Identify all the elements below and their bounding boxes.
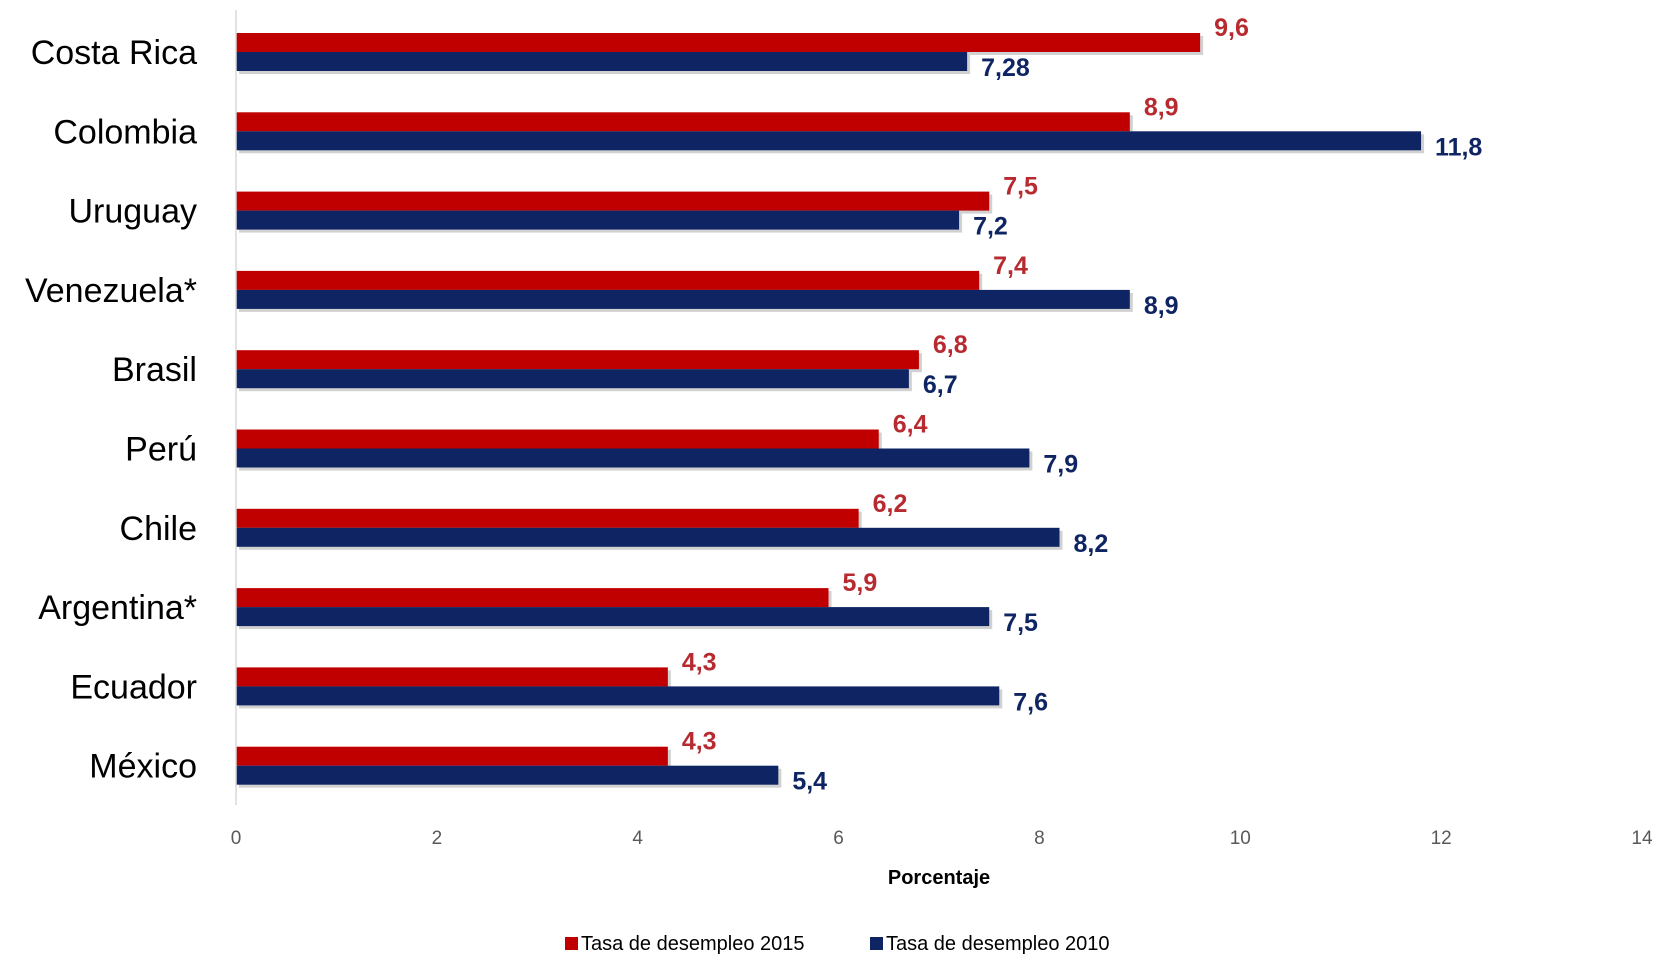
bar-2010 — [236, 448, 1030, 468]
category-label: Brasil — [112, 351, 197, 389]
data-label-2015: 5,9 — [843, 569, 878, 597]
data-label-2010: 7,9 — [1043, 451, 1078, 479]
data-label-2010: 7,5 — [1003, 609, 1038, 637]
x-tick-label: 8 — [1034, 828, 1045, 849]
bar-2010 — [236, 289, 1130, 309]
data-label-2015: 4,3 — [682, 728, 717, 756]
bar-2010 — [236, 765, 779, 785]
legend-label: Tasa de desempleo 2010 — [886, 933, 1110, 955]
legend-swatch — [870, 937, 883, 950]
data-label-2015: 6,8 — [933, 331, 968, 359]
bar-2015 — [236, 112, 1130, 132]
bar-2010 — [236, 131, 1422, 151]
bar-2010 — [236, 607, 990, 627]
data-label-2015: 6,4 — [893, 411, 928, 439]
x-tick-label: 4 — [632, 828, 643, 849]
legend: Tasa de desempleo 2015 Tasa de desempleo … — [565, 933, 1110, 955]
bar-2010 — [236, 369, 909, 389]
legend-label: Tasa de desempleo 2015 — [581, 933, 805, 955]
bar-2015 — [236, 508, 859, 528]
bar-2015 — [236, 33, 1201, 52]
bars-group — [236, 33, 1422, 785]
x-tick-label: 6 — [833, 828, 844, 849]
x-tick-label: 2 — [432, 828, 443, 849]
data-label-2015: 7,4 — [993, 252, 1028, 280]
data-label-2015: 9,6 — [1214, 14, 1249, 42]
bar-2015 — [236, 667, 668, 687]
data-label-2010: 6,7 — [923, 371, 958, 399]
category-label: Costa Rica — [31, 34, 197, 72]
category-label: Argentina* — [38, 589, 197, 627]
category-label: Chile — [120, 510, 197, 548]
bar-2015 — [236, 588, 829, 608]
x-tick-label: 14 — [1631, 828, 1653, 849]
data-label-2010: 7,28 — [981, 54, 1030, 82]
bar-2015 — [236, 746, 668, 766]
bar-2015 — [236, 350, 919, 370]
bar-2015 — [236, 429, 879, 449]
bar-2015 — [236, 270, 980, 290]
category-labels: Costa Rica Colombia Uruguay Venezuela* Brasi… — [25, 34, 197, 786]
data-label-2015: 6,2 — [873, 490, 908, 518]
data-label-2010: 11,8 — [1435, 133, 1482, 161]
data-label-2015: 8,9 — [1144, 93, 1179, 121]
category-label: Perú — [125, 431, 197, 469]
x-tick-label: 10 — [1230, 828, 1251, 849]
data-label-2010: 8,9 — [1144, 292, 1179, 320]
category-label: México — [89, 748, 197, 786]
legend-swatch — [565, 937, 578, 950]
category-label: Ecuador — [70, 668, 197, 706]
data-label-2015: 4,3 — [682, 648, 717, 676]
bar-2010 — [236, 52, 968, 71]
x-tick-label: 12 — [1431, 828, 1452, 849]
data-label-2010: 7,2 — [973, 213, 1008, 241]
data-label-2010: 7,6 — [1013, 688, 1048, 716]
category-label: Uruguay — [68, 193, 197, 231]
data-label-2010: 8,2 — [1074, 530, 1109, 558]
bar-2015 — [236, 191, 990, 211]
x-tick-label: 0 — [231, 828, 242, 849]
x-axis-title: Porcentaje — [888, 867, 990, 889]
category-label: Venezuela* — [25, 272, 197, 310]
category-label: Colombia — [53, 113, 197, 151]
x-tick-labels: 0 2 4 6 8 10 12 14 — [231, 828, 1653, 849]
bar-2010 — [236, 686, 1000, 706]
bar-2010 — [236, 210, 960, 230]
data-label-2010: 5,4 — [792, 768, 827, 796]
bar-2010 — [236, 527, 1060, 547]
data-label-2015: 7,5 — [1003, 173, 1038, 201]
data-labels: 9,6 7,28 8,9 11,8 7,5 7,2 7,4 8,9 6,8 6,7 6,4 7,9 6,… — [682, 14, 1483, 796]
